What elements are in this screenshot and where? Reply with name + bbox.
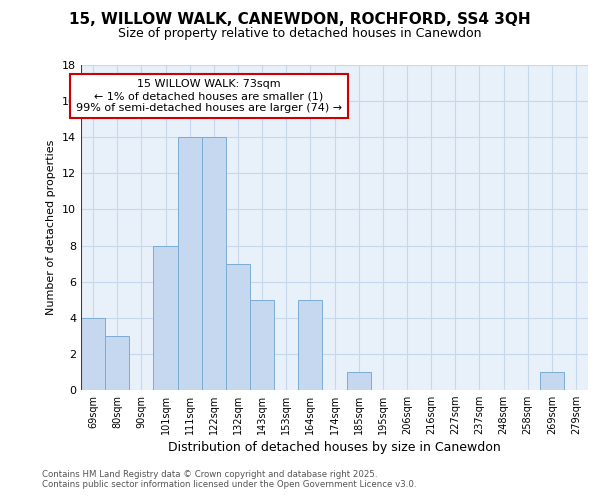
Y-axis label: Number of detached properties: Number of detached properties — [46, 140, 56, 315]
Bar — [202, 137, 226, 390]
Bar — [81, 318, 105, 390]
Bar — [178, 137, 202, 390]
Bar — [540, 372, 564, 390]
Text: Contains HM Land Registry data © Crown copyright and database right 2025.
Contai: Contains HM Land Registry data © Crown c… — [42, 470, 416, 489]
Bar — [154, 246, 178, 390]
Bar — [250, 300, 274, 390]
Bar — [105, 336, 129, 390]
Bar — [226, 264, 250, 390]
X-axis label: Distribution of detached houses by size in Canewdon: Distribution of detached houses by size … — [168, 442, 501, 454]
Bar — [298, 300, 322, 390]
Text: Size of property relative to detached houses in Canewdon: Size of property relative to detached ho… — [118, 28, 482, 40]
Text: 15, WILLOW WALK, CANEWDON, ROCHFORD, SS4 3QH: 15, WILLOW WALK, CANEWDON, ROCHFORD, SS4… — [69, 12, 531, 28]
Text: 15 WILLOW WALK: 73sqm
← 1% of detached houses are smaller (1)
99% of semi-detach: 15 WILLOW WALK: 73sqm ← 1% of detached h… — [76, 80, 342, 112]
Bar — [347, 372, 371, 390]
